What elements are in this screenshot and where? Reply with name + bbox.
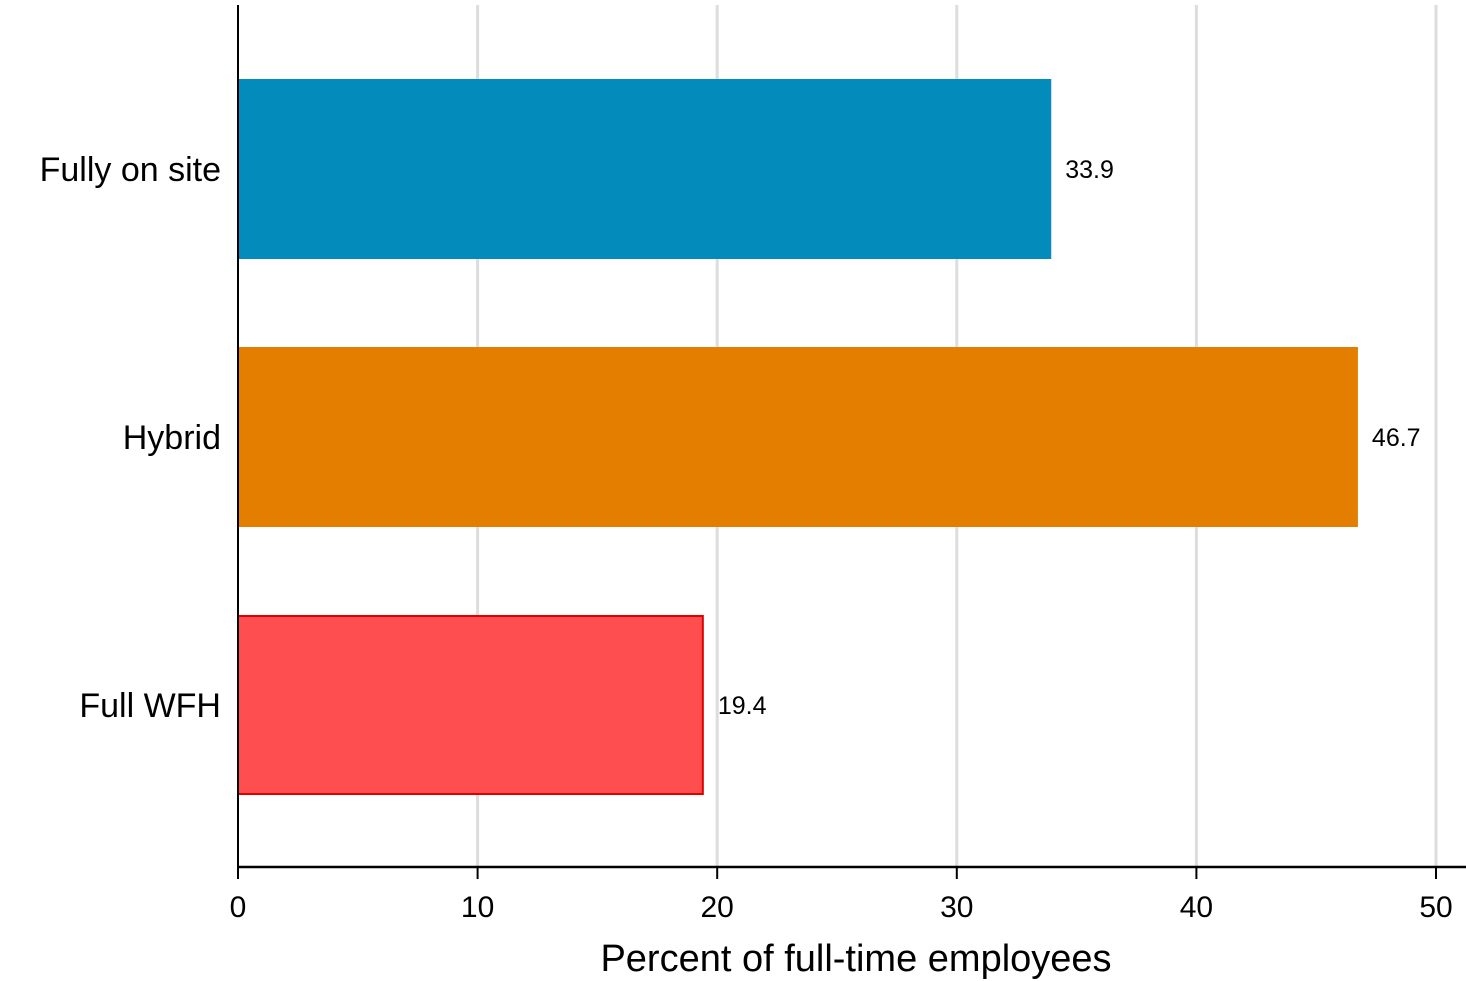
- x-tick-label: 0: [230, 891, 247, 924]
- x-tick-label: 50: [1419, 891, 1452, 924]
- axes: [237, 5, 1466, 879]
- labels: 0 10 20 30 40 50 Fully on site 33.9 Hybrid 46.7 Fu…: [40, 151, 1453, 924]
- category-label: Hybrid: [123, 419, 221, 457]
- value-label: 46.7: [1372, 424, 1421, 452]
- value-label: 19.4: [718, 692, 767, 720]
- x-tick-label: 30: [940, 891, 973, 924]
- value-label: 33.9: [1065, 156, 1114, 184]
- x-tick-label: 10: [461, 891, 494, 924]
- bars: [237, 79, 1358, 795]
- x-tick-label: 20: [701, 891, 734, 924]
- bar: [237, 347, 1358, 527]
- category-label: Fully on site: [40, 151, 221, 189]
- x-tick-label: 40: [1180, 891, 1213, 924]
- bar: [237, 615, 704, 795]
- bar: [237, 79, 1052, 259]
- x-axis-title: Percent of full-time employees: [600, 938, 1111, 980]
- category-label: Full WFH: [79, 687, 221, 725]
